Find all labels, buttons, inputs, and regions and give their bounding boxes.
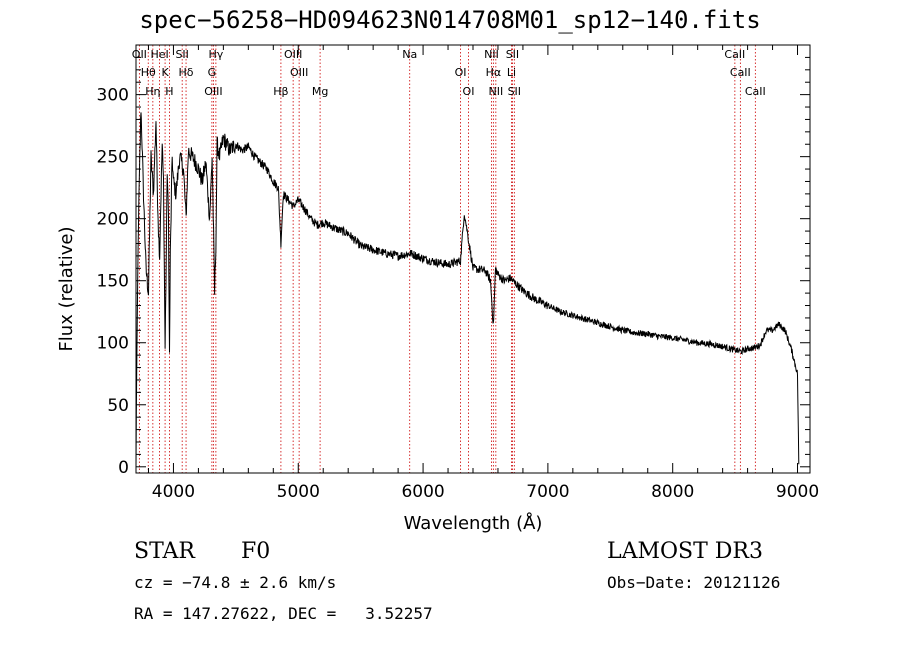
line-label-layer: OIIHθHηHeIKHSIIHδOIIIHγGHβOIIIOIIIMgNaOI… xyxy=(132,48,766,98)
line-marker-label-3: HeI xyxy=(150,48,168,61)
line-marker-label-12: OIII xyxy=(284,48,302,61)
object-class: STAR xyxy=(134,539,195,564)
y-axis-label: Flux (relative) xyxy=(56,226,77,351)
chart-title: spec−56258−HD094623N014708M01_sp12−140.f… xyxy=(139,6,761,34)
y-tick-label-1: 50 xyxy=(107,396,129,416)
line-marker-label-25: CaII xyxy=(730,66,751,79)
redshift-info: cz = −74.8 ± 2.6 km/s xyxy=(134,573,337,592)
line-marker-label-1: Hθ xyxy=(141,66,156,79)
line-marker-label-5: H xyxy=(165,85,173,98)
y-tick-label-0: 0 xyxy=(118,458,129,478)
line-marker-label-21: SII xyxy=(506,48,519,61)
y-tick-label-5: 250 xyxy=(97,148,129,168)
y-tick-label-6: 300 xyxy=(97,86,129,106)
axis-ticks: 4000 5000 6000 7000 8000 9000 0 50 100 150 200 250 3… xyxy=(97,45,819,502)
line-marker-label-6: SII xyxy=(175,48,188,61)
line-marker-label-2: Hη xyxy=(145,85,160,98)
plot-frame xyxy=(135,44,811,474)
line-marker-layer xyxy=(138,45,756,473)
coordinates: RA = 147.27622, DEC = 3.52257 xyxy=(134,604,433,623)
line-marker-label-26: CaII xyxy=(745,85,766,98)
line-marker-label-17: OI xyxy=(463,85,475,98)
line-marker-label-15: Na xyxy=(402,48,417,61)
line-marker-label-9: Hγ xyxy=(208,48,223,61)
x-tick-label-2: 6000 xyxy=(401,482,444,502)
x-tick-label-1: 5000 xyxy=(277,482,320,502)
line-marker-label-22: Li xyxy=(507,66,516,79)
line-marker-label-7: Hδ xyxy=(179,66,194,79)
x-tick-label-0: 4000 xyxy=(152,482,195,502)
line-marker-label-8: OIII xyxy=(204,85,222,98)
line-marker-label-24: CaII xyxy=(724,48,745,61)
line-marker-label-14: Mg xyxy=(312,85,328,98)
line-marker-label-0: OII xyxy=(132,48,147,61)
line-marker-label-10: G xyxy=(208,66,217,79)
object-subclass: F0 xyxy=(241,539,271,564)
spectrum-series-line xyxy=(135,112,800,467)
y-tick-label-3: 150 xyxy=(97,272,129,292)
y-tick-label-2: 100 xyxy=(97,334,129,354)
y-tick-label-4: 200 xyxy=(97,210,129,230)
line-marker-label-18: NII xyxy=(484,48,499,61)
x-tick-label-3: 7000 xyxy=(526,482,569,502)
line-marker-label-19: Hα xyxy=(486,66,502,79)
line-marker-label-20: NII xyxy=(488,85,503,98)
line-marker-label-11: Hβ xyxy=(273,85,288,98)
x-tick-label-5: 9000 xyxy=(776,482,819,502)
line-marker-label-23: SII xyxy=(508,85,521,98)
x-tick-label-4: 8000 xyxy=(651,482,694,502)
obs-date: Obs−Date: 20121126 xyxy=(607,573,781,592)
line-marker-label-16: OI xyxy=(455,66,467,79)
survey-name: LAMOST DR3 xyxy=(607,539,763,564)
line-marker-label-4: K xyxy=(161,66,169,79)
x-axis-label: Wavelength (Å) xyxy=(404,512,543,534)
line-marker-label-13: OIII xyxy=(290,66,308,79)
